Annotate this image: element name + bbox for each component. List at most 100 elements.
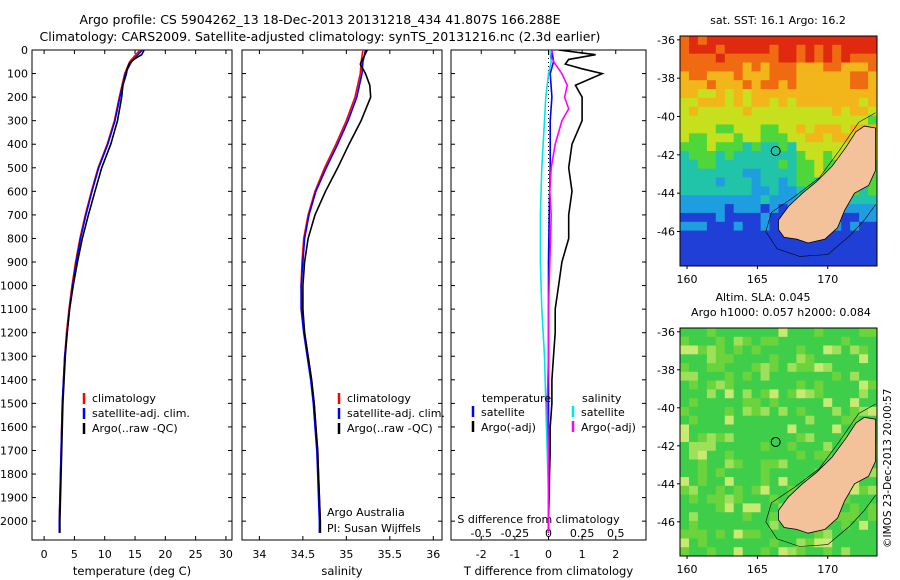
- map-cell: [814, 106, 824, 117]
- map-cell: [778, 195, 789, 205]
- map-cell: [760, 97, 771, 108]
- map-cell: [733, 221, 744, 232]
- map-cell: [778, 133, 789, 143]
- map-cell: [706, 485, 717, 496]
- map-cell: [697, 204, 708, 214]
- map-cell: [680, 363, 690, 373]
- map-cell: [850, 257, 860, 266]
- map-cell: [859, 398, 869, 408]
- map-cell: [760, 204, 771, 214]
- map-cell: [751, 529, 762, 540]
- map-cell: [850, 106, 860, 117]
- map-cell: [787, 328, 798, 338]
- map-cell: [778, 44, 789, 55]
- map-cell: [697, 494, 708, 504]
- map-cell: [680, 538, 690, 548]
- map-cell: [680, 195, 690, 205]
- map-cell: [689, 398, 699, 408]
- depth-tick-label: 700: [7, 209, 28, 222]
- map-cell: [742, 62, 753, 72]
- map-cell: [706, 406, 717, 417]
- map-cell: [850, 406, 860, 417]
- map-cell: [778, 380, 789, 390]
- map-cell: [796, 186, 806, 196]
- map-cell: [697, 221, 708, 232]
- lat-tick-label: -40: [657, 111, 675, 124]
- map-cell: [680, 512, 690, 522]
- map-cell: [796, 97, 806, 108]
- map-cell: [778, 442, 789, 452]
- map-cell: [697, 44, 708, 55]
- map-cell: [796, 44, 806, 55]
- map-cell: [760, 221, 771, 232]
- map-cell: [742, 520, 753, 531]
- map-cell: [769, 389, 780, 399]
- map-cell: [715, 204, 726, 214]
- map-cell: [796, 538, 806, 548]
- legend-label: satellite-adj. clim.: [92, 407, 190, 420]
- map-cell: [733, 477, 744, 487]
- legend-label: climatology: [92, 392, 156, 405]
- map-cell: [787, 468, 798, 478]
- map-cell: [823, 380, 833, 390]
- map-cell: [796, 71, 806, 81]
- map-cell: [724, 151, 735, 161]
- map-cell: [805, 389, 815, 399]
- map-cell: [706, 415, 717, 426]
- map-cell: [832, 389, 842, 399]
- map-cell: [697, 433, 708, 443]
- map-cell: [751, 433, 762, 443]
- map-cell: [823, 424, 833, 434]
- map-cell: [733, 124, 744, 134]
- map-cell: [742, 485, 753, 496]
- map-cell: [697, 520, 708, 531]
- map-cell: [823, 115, 833, 125]
- map-cell: [689, 159, 699, 170]
- legend-title: temperature: [482, 392, 551, 405]
- map-cell: [778, 529, 789, 540]
- map-cell: [850, 230, 860, 240]
- map-cell: [841, 212, 851, 223]
- map-cell: [760, 328, 771, 338]
- map-cell: [715, 115, 726, 125]
- map-cell: [697, 450, 708, 461]
- map-cell: [689, 204, 699, 214]
- map-cell: [832, 97, 842, 108]
- map-cell: [680, 529, 690, 540]
- map-cell: [787, 538, 798, 548]
- map-cell: [850, 398, 860, 408]
- map-cell: [832, 380, 842, 390]
- lat-tick-label: -42: [657, 440, 675, 453]
- map-cell: [787, 151, 798, 161]
- map-cell: [751, 468, 762, 478]
- map-cell: [823, 371, 833, 382]
- map-cell: [814, 124, 824, 134]
- map-cell: [814, 44, 824, 55]
- map-cell: [760, 424, 771, 434]
- map-cell: [706, 547, 717, 556]
- lat-tick-label: -38: [657, 72, 675, 85]
- map-cell: [742, 328, 753, 338]
- map-cell: [751, 186, 762, 196]
- map-cell: [742, 168, 753, 179]
- map-cell: [680, 450, 690, 461]
- map-cell: [859, 44, 869, 55]
- map-cell: [787, 371, 798, 382]
- map-cell: [715, 133, 726, 143]
- map-cell: [778, 433, 789, 443]
- map-cell: [715, 512, 726, 522]
- map-cell: [823, 406, 833, 417]
- map-cell: [751, 80, 762, 90]
- map-cell: [733, 424, 744, 434]
- map-cell: [706, 371, 717, 382]
- depth-tick-label: 800: [7, 232, 28, 245]
- map-cell: [823, 389, 833, 399]
- x-tick-label: 1: [579, 548, 586, 561]
- map-cell: [778, 248, 789, 258]
- map-cell: [805, 415, 815, 426]
- map-cell: [841, 415, 851, 426]
- map-cell: [733, 538, 744, 548]
- map-cell: [680, 406, 690, 417]
- map-cell: [769, 106, 780, 117]
- map-cell: [689, 547, 699, 556]
